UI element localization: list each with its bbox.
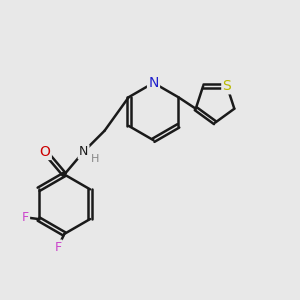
Text: H: H [91, 154, 100, 164]
Text: N: N [148, 76, 159, 90]
Text: N: N [79, 145, 88, 158]
Text: F: F [22, 211, 29, 224]
Text: O: O [40, 145, 50, 159]
Text: F: F [55, 241, 62, 254]
Text: S: S [223, 79, 231, 93]
